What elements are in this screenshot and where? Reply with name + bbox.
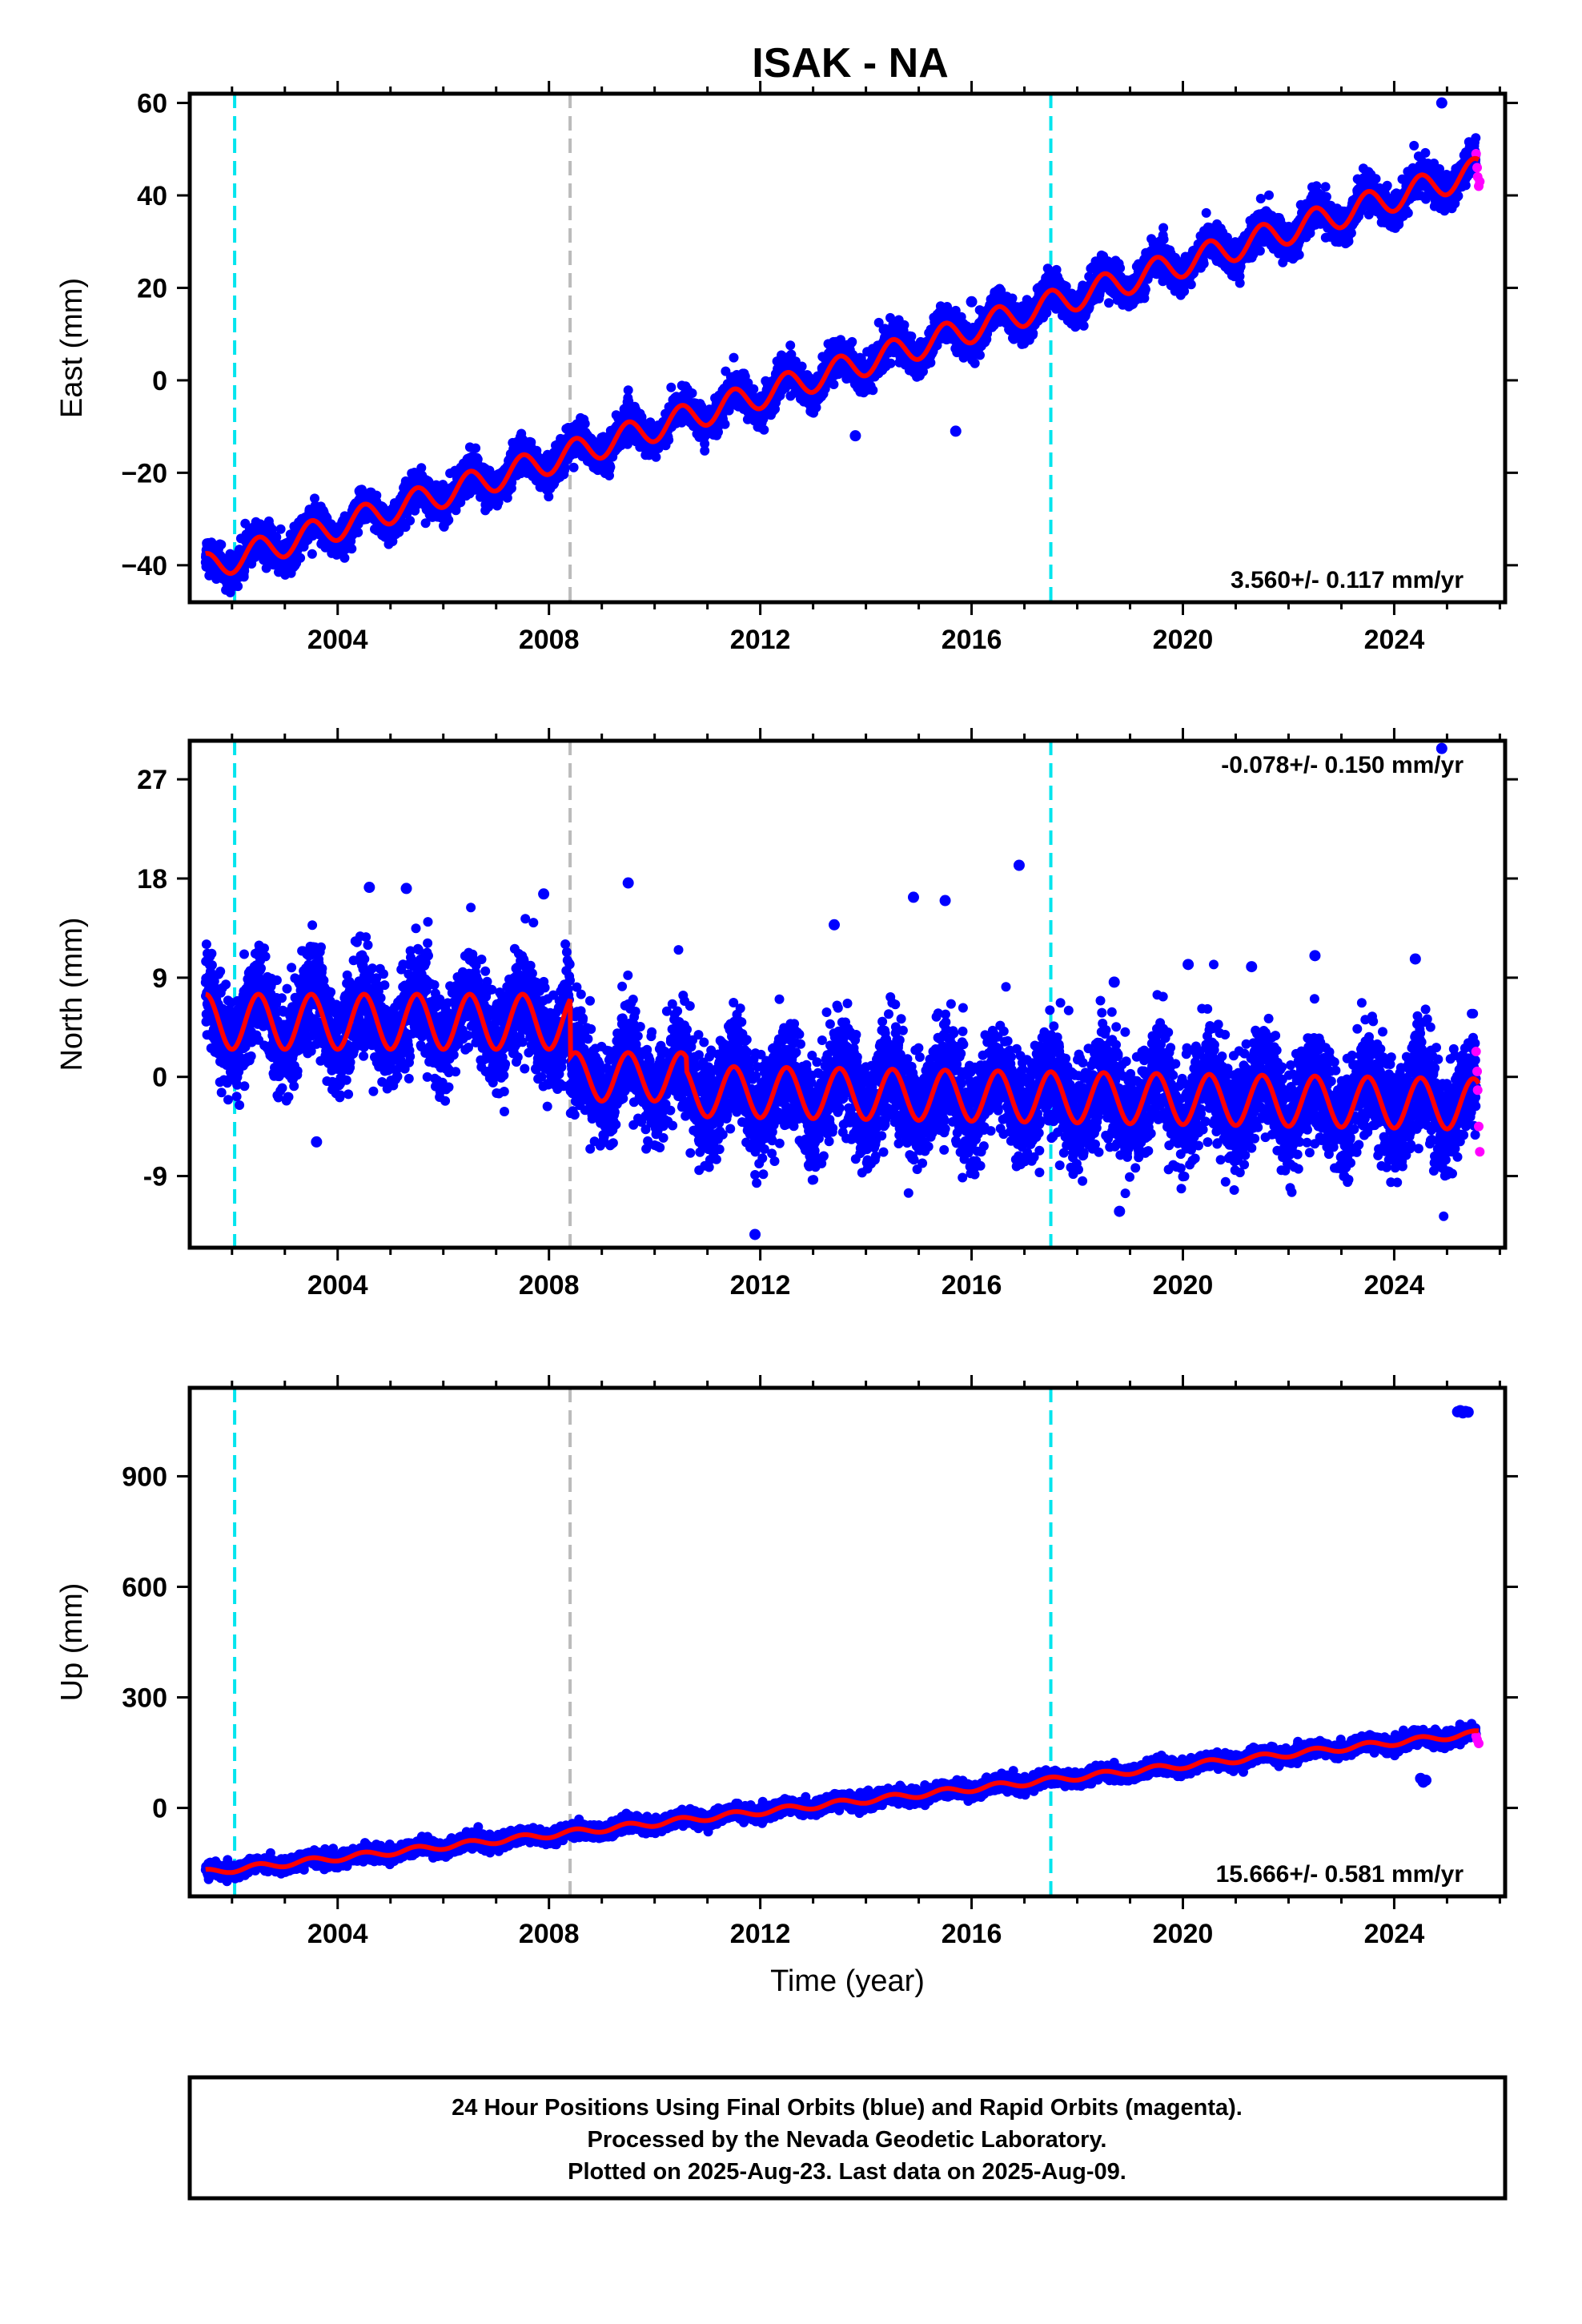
data-point	[339, 553, 350, 563]
data-point	[420, 518, 431, 529]
data-point	[970, 358, 980, 368]
data-point	[416, 463, 427, 473]
east-panel: 2004 2008 2012 2016 2020 2024−40−200204060Eas…	[55, 81, 1518, 655]
data-point	[885, 358, 896, 368]
data-point	[868, 385, 878, 396]
data-point	[829, 380, 839, 389]
data-point	[664, 435, 674, 445]
data-point	[651, 452, 661, 462]
data-point	[759, 424, 769, 435]
data-point	[687, 388, 697, 398]
data-point	[310, 493, 319, 504]
data-point	[847, 336, 857, 347]
data-point	[405, 516, 416, 526]
data-point	[250, 552, 260, 562]
data-point	[371, 490, 382, 501]
data-point	[295, 553, 306, 563]
data-point	[926, 357, 936, 368]
data-point	[700, 445, 710, 456]
data-point	[906, 332, 917, 341]
final-orbit-points	[200, 133, 1481, 597]
data-point	[605, 462, 616, 472]
data-point	[720, 419, 730, 429]
data-point	[353, 527, 363, 537]
data-point	[975, 350, 985, 360]
data-point	[580, 419, 590, 429]
data-point	[749, 384, 759, 394]
data-point	[729, 352, 739, 363]
data-point	[239, 566, 250, 576]
plot-area	[200, 94, 1485, 602]
data-point	[444, 515, 454, 525]
data-point	[233, 581, 243, 592]
data-point	[568, 462, 579, 472]
data-point	[216, 540, 227, 550]
data-point	[347, 544, 357, 554]
data-point	[666, 382, 677, 392]
data-point	[899, 320, 909, 330]
data-point	[785, 340, 796, 351]
data-point	[623, 385, 633, 396]
data-point	[275, 524, 286, 534]
data-point	[307, 549, 317, 559]
figure-title: ISAK - NA	[752, 40, 949, 86]
data-point	[471, 443, 481, 453]
